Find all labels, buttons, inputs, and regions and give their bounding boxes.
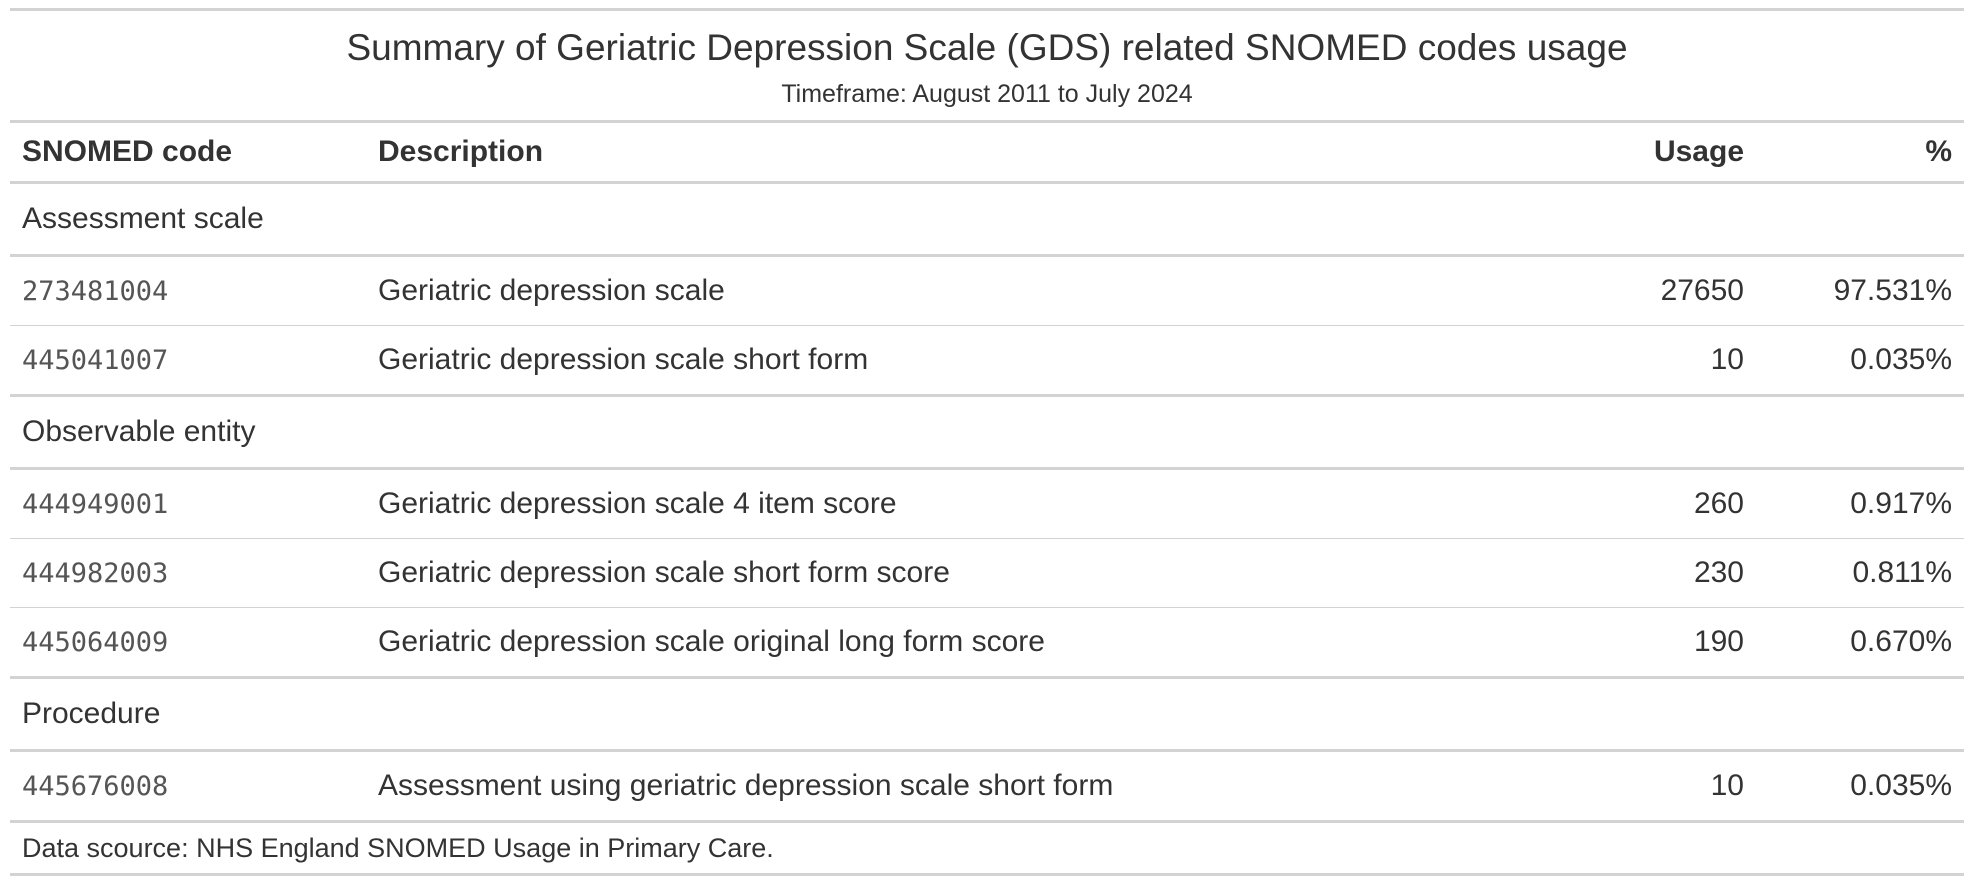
percent-cell: 97.531% [1756, 255, 1964, 326]
group-label: Procedure [10, 677, 1964, 752]
footnote-row: Data scource: NHS England SNOMED Usage i… [10, 821, 1964, 876]
snomed-code-cell: 444949001 [10, 468, 366, 539]
table-row: 444982003 Geriatric depression scale sho… [10, 538, 1964, 608]
table-row: 445041007 Geriatric depression scale sho… [10, 325, 1964, 397]
header-row: SNOMED code Description Usage % [10, 120, 1964, 184]
percent-cell: 0.917% [1756, 468, 1964, 539]
usage-cell: 10 [1466, 325, 1756, 397]
column-header-code: SNOMED code [10, 120, 366, 184]
usage-cell: 10 [1466, 750, 1756, 823]
source-footnote: Data scource: NHS England SNOMED Usage i… [10, 821, 1964, 876]
percent-cell: 0.035% [1756, 325, 1964, 397]
group-row: Procedure [10, 677, 1964, 752]
group-row: Assessment scale [10, 182, 1964, 257]
description-cell: Assessment using geriatric depression sc… [366, 750, 1466, 823]
column-header-percent: % [1756, 120, 1964, 184]
snomed-code-cell: 273481004 [10, 255, 366, 326]
table-row: 445064009 Geriatric depression scale ori… [10, 607, 1964, 679]
snomed-code-cell: 444982003 [10, 538, 366, 608]
table-container: Summary of Geriatric Depression Scale (G… [10, 8, 1964, 876]
column-header-description: Description [366, 120, 1466, 184]
snomed-code-cell: 445064009 [10, 607, 366, 679]
table-row: 273481004 Geriatric depression scale 276… [10, 255, 1964, 326]
percent-cell: 0.670% [1756, 607, 1964, 679]
table-title: Summary of Geriatric Depression Scale (G… [346, 27, 1628, 68]
usage-cell: 27650 [1466, 255, 1756, 326]
group-row: Observable entity [10, 395, 1964, 470]
usage-cell: 260 [1466, 468, 1756, 539]
usage-cell: 230 [1466, 538, 1756, 608]
description-cell: Geriatric depression scale short form [366, 325, 1466, 397]
description-cell: Geriatric depression scale [366, 255, 1466, 326]
table-subtitle: Timeframe: August 2011 to July 2024 [781, 80, 1193, 108]
description-cell: Geriatric depression scale 4 item score [366, 468, 1466, 539]
group-label: Assessment scale [10, 182, 1964, 257]
percent-cell: 0.811% [1756, 538, 1964, 608]
top-rule [10, 8, 1964, 11]
usage-cell: 190 [1466, 607, 1756, 679]
group-label: Observable entity [10, 395, 1964, 470]
snomed-code-cell: 445676008 [10, 750, 366, 823]
snomed-code-cell: 445041007 [10, 325, 366, 397]
description-cell: Geriatric depression scale original long… [366, 607, 1466, 679]
table-row: 444949001 Geriatric depression scale 4 i… [10, 468, 1964, 539]
column-header-usage: Usage [1466, 120, 1756, 184]
snomed-usage-table: SNOMED code Description Usage % Assessme… [10, 120, 1964, 876]
percent-cell: 0.035% [1756, 750, 1964, 823]
description-cell: Geriatric depression scale short form sc… [366, 538, 1466, 608]
table-row: 445676008 Assessment using geriatric dep… [10, 750, 1964, 823]
